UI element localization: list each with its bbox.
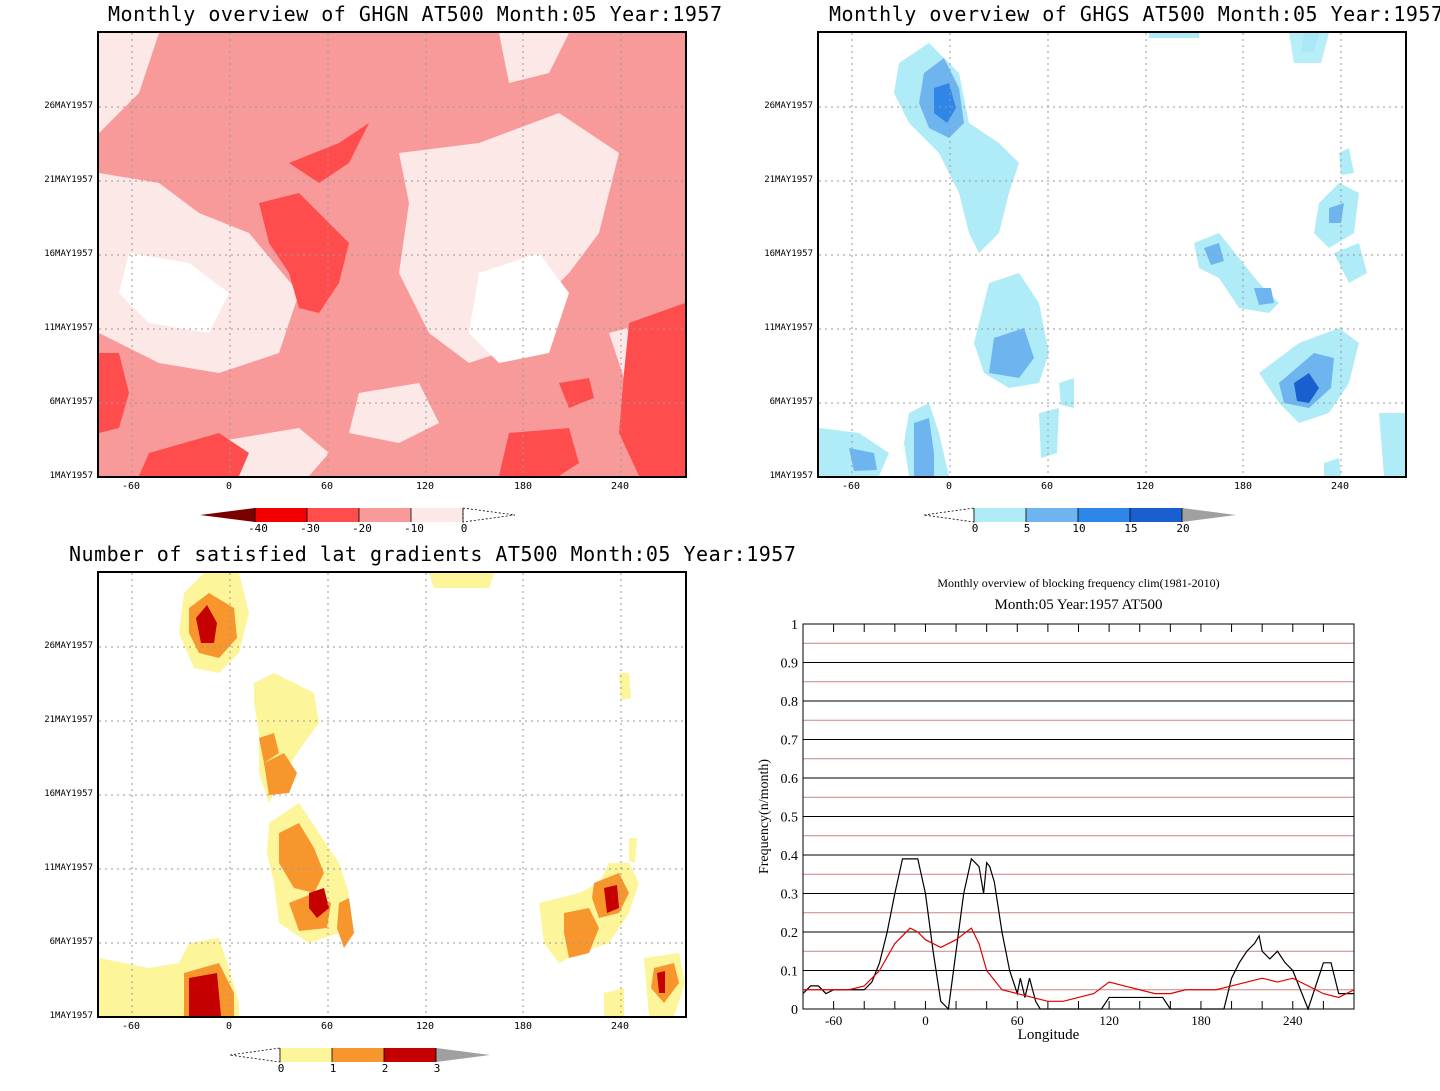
gradients-plot-area [97, 571, 687, 1018]
y-tick-label: 0.3 [781, 888, 799, 903]
y-tick-label: 0 [791, 1003, 798, 1018]
ghgs-heatmap [819, 33, 1405, 476]
x-axis-label: Longitude [1018, 1027, 1080, 1043]
ghgn-colorbar-label: -10 [404, 522, 424, 535]
gradients-y-tick: 26MAY1957 [44, 641, 93, 651]
ghgs-x-tick: 240 [1330, 481, 1350, 492]
x-tick-label: 120 [1099, 1013, 1119, 1028]
ghgn-x-tick: 120 [415, 481, 435, 492]
y-tick-label: 0.7 [781, 734, 799, 749]
gradients-colorbar-label: 1 [329, 1062, 337, 1075]
ghgn-colorbar [200, 507, 516, 523]
ghgs-colorbar-label: 20 [1176, 522, 1190, 535]
gradients-x-tick: 240 [610, 1021, 630, 1032]
y-tick-label: 0.1 [781, 965, 799, 980]
ghgn-y-tick: 6MAY1957 [49, 397, 93, 407]
ghgn-colorbar-label: -30 [300, 522, 320, 535]
ghgn-y-tick: 11MAY1957 [44, 323, 93, 333]
blocking-frequency-line [802, 857, 1354, 1011]
y-tick-label: 0.6 [781, 772, 799, 787]
ghgs-x-tick: 60 [1040, 481, 1054, 492]
y-tick-label: 1 [791, 618, 798, 633]
gradients-y-tick: 16MAY1957 [44, 789, 93, 799]
x-tick-label: 60 [1011, 1013, 1024, 1028]
frequency-title: Monthly overview of blocking frequency c… [937, 576, 1220, 590]
x-tick-label: 0 [922, 1013, 929, 1028]
ghgn-y-tick: 16MAY1957 [44, 249, 93, 259]
ghgs-y-tick: 11MAY1957 [764, 323, 813, 333]
ghgn-x-tick: 60 [320, 481, 334, 492]
ghgn-y-tick: 21MAY1957 [44, 175, 93, 185]
ghgs-y-tick: 21MAY1957 [764, 175, 813, 185]
ghgs-y-tick: 1MAY1957 [769, 471, 813, 481]
ghgn-x-tick: -60 [121, 481, 141, 492]
gradients-x-tick: 120 [415, 1021, 435, 1032]
gradients-y-tick: 6MAY1957 [49, 937, 93, 947]
y-tick-label: 0.9 [781, 657, 799, 672]
gradients-heatmap [99, 573, 685, 1016]
ghgn-colorbar-label: -40 [248, 522, 268, 535]
ghgs-y-tick: 26MAY1957 [764, 101, 813, 111]
ghgn-colorbar-label: 0 [460, 522, 468, 535]
ghgn-y-tick: 26MAY1957 [44, 101, 93, 111]
ghgn-heatmap [99, 33, 685, 476]
y-axis-label: Frequency(n/month) [757, 759, 772, 874]
ghgs-y-tick: 6MAY1957 [769, 397, 813, 407]
y-tick-label: 0.2 [781, 926, 799, 941]
gradients-colorbar-label: 3 [433, 1062, 441, 1075]
ghgs-x-tick: 180 [1233, 481, 1253, 492]
climatology-line [803, 927, 1355, 1002]
x-tick-label: -60 [825, 1013, 842, 1028]
ghgn-colorbar-label: -20 [352, 522, 372, 535]
ghgs-x-tick: -60 [841, 481, 861, 492]
x-tick-label: 180 [1191, 1013, 1211, 1028]
y-tick-label: 0.8 [781, 695, 799, 710]
ghgs-colorbar-label: 0 [971, 522, 979, 535]
ghgn-x-tick: 0 [225, 481, 233, 492]
gradients-y-tick: 11MAY1957 [44, 863, 93, 873]
frequency-subtitle: Month:05 Year:1957 AT500 [994, 597, 1163, 613]
gradients-colorbar-label: 0 [277, 1062, 285, 1075]
ghgn-x-tick: 240 [610, 481, 630, 492]
gradients-x-tick: 60 [320, 1021, 334, 1032]
x-tick-label: 240 [1283, 1013, 1303, 1028]
gradients-colorbar-label: 2 [381, 1062, 389, 1075]
ghgs-x-tick: 120 [1135, 481, 1155, 492]
ghgs-colorbar-label: 10 [1072, 522, 1086, 535]
ghgs-colorbar-label: 15 [1124, 522, 1138, 535]
ghgs-y-tick: 16MAY1957 [764, 249, 813, 259]
y-tick-label: 0.4 [781, 849, 799, 864]
gradients-y-tick: 21MAY1957 [44, 715, 93, 725]
ghgs-title: Monthly overview of GHGS AT500 Month:05 … [829, 2, 1440, 26]
gradients-colorbar [230, 1047, 490, 1063]
ghgn-title: Monthly overview of GHGN AT500 Month:05 … [108, 2, 723, 26]
gradients-x-tick: 180 [513, 1021, 533, 1032]
y-tick-label: 0.5 [781, 811, 799, 826]
frequency-chart: 0 0.1 0.2 0.3 0.4 0.5 0.6 0.7 0.8 0.9 1 -60 0 60 120 18… [757, 618, 1355, 1043]
ghgn-x-tick: 180 [513, 481, 533, 492]
ghgs-colorbar [924, 507, 1236, 523]
ghgn-y-tick: 1MAY1957 [49, 471, 93, 481]
ghgs-x-tick: 0 [945, 481, 953, 492]
ghgs-colorbar-label: 5 [1023, 522, 1031, 535]
gradients-title: Number of satisfied lat gradients AT500 … [69, 542, 797, 566]
gradients-x-tick: 0 [225, 1021, 233, 1032]
gradients-x-tick: -60 [121, 1021, 141, 1032]
ghgn-plot-area [97, 31, 687, 478]
ghgs-plot-area [817, 31, 1407, 478]
gradients-y-tick: 1MAY1957 [49, 1011, 93, 1021]
